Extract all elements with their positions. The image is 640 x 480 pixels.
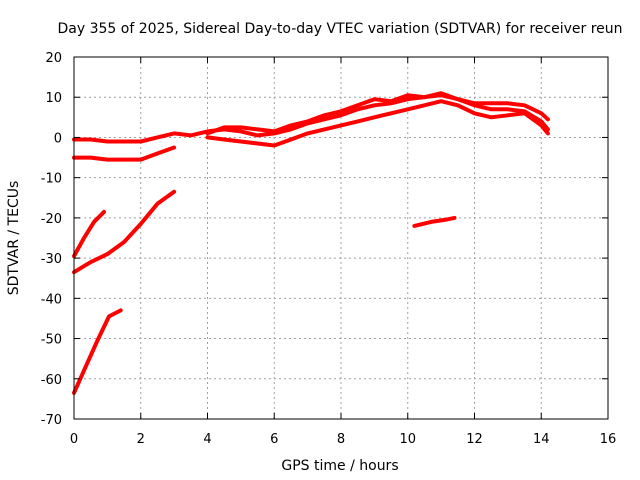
y-tick-label: -30	[41, 252, 62, 267]
x-tick-label: 4	[203, 432, 211, 447]
data-series	[72, 91, 550, 395]
x-tick-label: 0	[70, 432, 78, 447]
x-tick-label: 14	[533, 432, 550, 447]
series-track-e	[72, 209, 106, 259]
chart-title: Day 355 of 2025, Sidereal Day-to-day VTE…	[57, 21, 622, 37]
y-tick-label: -20	[41, 212, 62, 227]
y-tick-label: -70	[41, 413, 62, 428]
y-tick-label: -60	[41, 373, 62, 388]
x-tick-label: 2	[137, 432, 145, 447]
series-track-d	[72, 145, 177, 162]
series-track-b	[205, 91, 550, 136]
y-tick-label: -40	[41, 292, 62, 307]
x-tick-label: 8	[337, 432, 345, 447]
y-tick-label: 0	[54, 131, 62, 146]
y-tick-label: 20	[45, 51, 62, 66]
y-tick-label: -50	[41, 333, 62, 348]
y-tick-label: 10	[45, 91, 62, 106]
series-track-h	[412, 215, 457, 228]
y-tick-label: -10	[41, 172, 62, 187]
series-track-a	[72, 93, 550, 144]
axis-ticks: 0 2 4 6 8 10 12 14 16 20 10 0 -10 -20 -30 -40 -50 -60 -70	[41, 51, 617, 447]
x-axis-label: GPS time / hours	[281, 458, 398, 474]
series-track-f	[72, 189, 177, 275]
x-tick-label: 6	[270, 432, 278, 447]
x-tick-label: 12	[466, 432, 483, 447]
series-track-g	[72, 308, 123, 395]
x-tick-label: 10	[399, 432, 416, 447]
x-tick-label: 16	[600, 432, 617, 447]
grid-lines	[74, 57, 608, 419]
series-track-c	[205, 99, 550, 148]
y-axis-label: SDTVAR / TECUs	[6, 181, 22, 296]
